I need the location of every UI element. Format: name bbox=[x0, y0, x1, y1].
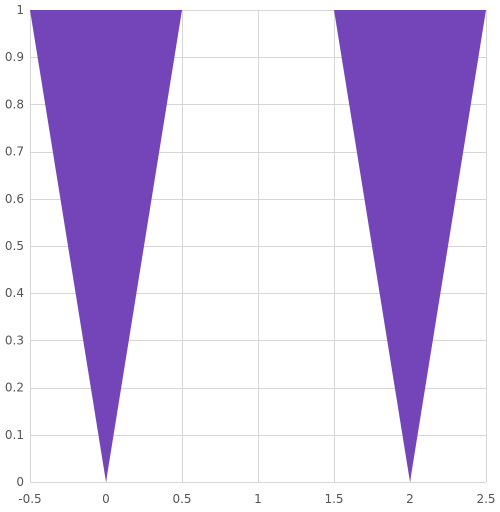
y-tick-label: 0.6 bbox=[5, 192, 24, 206]
x-tick-label: 1.5 bbox=[324, 492, 343, 506]
y-tick-label: 0.1 bbox=[5, 428, 24, 442]
area-shape bbox=[30, 10, 182, 482]
y-axis-ticks: 0 0.1 0.2 0.3 0.4 0.5 0.6 0.7 0.8 0.9 1 bbox=[5, 3, 24, 489]
y-tick-label: 0 bbox=[16, 475, 24, 489]
x-tick-label: 2.5 bbox=[476, 492, 495, 506]
area-series bbox=[30, 10, 486, 482]
y-tick-label: 0.2 bbox=[5, 381, 24, 395]
x-tick-label: 1 bbox=[254, 492, 262, 506]
y-tick-label: 0.3 bbox=[5, 333, 24, 347]
x-tick-label: -0.5 bbox=[18, 492, 41, 506]
y-tick-label: 0.4 bbox=[5, 286, 24, 300]
y-tick-label: 1 bbox=[16, 3, 24, 17]
x-tick-label: 0.5 bbox=[172, 492, 191, 506]
y-tick-label: 0.7 bbox=[5, 145, 24, 159]
x-tick-label: 0 bbox=[102, 492, 110, 506]
y-tick-label: 0.8 bbox=[5, 97, 24, 111]
area-shape bbox=[334, 10, 486, 482]
y-tick-label: 0.5 bbox=[5, 239, 24, 253]
x-axis-ticks: -0.5 0 0.5 1 1.5 2 2.5 bbox=[18, 492, 495, 506]
y-tick-label: 0.9 bbox=[5, 50, 24, 64]
x-tick-label: 2 bbox=[406, 492, 414, 506]
